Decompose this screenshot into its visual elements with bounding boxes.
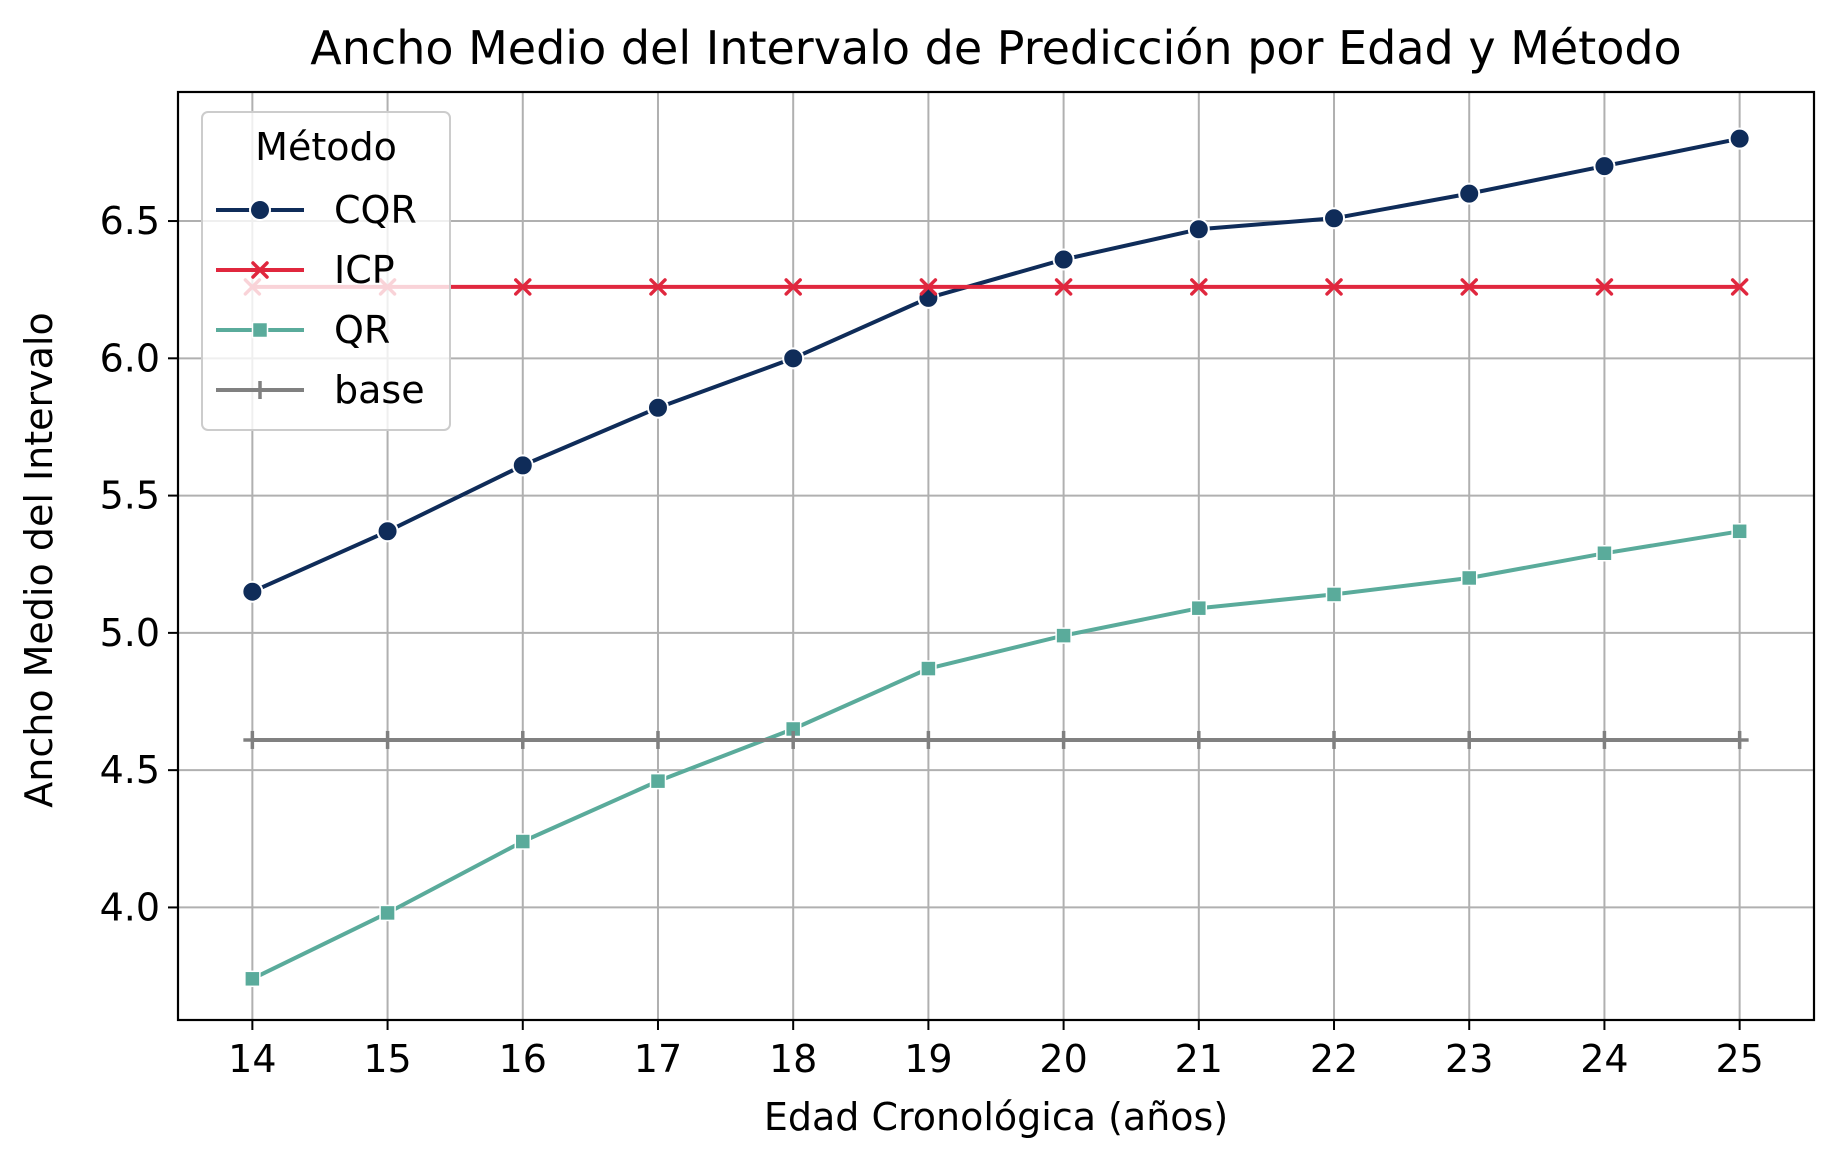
x-tick-label: 17 xyxy=(634,1037,682,1081)
legend: Método CQR ICP QR base xyxy=(201,111,451,431)
data-point-icp xyxy=(1730,278,1749,296)
data-point-qr xyxy=(1460,569,1478,587)
y-tick-label: 6.0 xyxy=(100,336,160,380)
legend-marker-icp xyxy=(251,261,269,279)
legend-label-qr: QR xyxy=(334,308,390,352)
x-tick-label: 18 xyxy=(769,1037,817,1081)
legend-entry-cqr: CQR xyxy=(216,188,417,232)
data-point-cqr xyxy=(1458,182,1481,205)
x-tick-label: 21 xyxy=(1175,1037,1223,1081)
legend-entry-qr: QR xyxy=(216,308,390,352)
data-point-cqr xyxy=(1593,155,1616,178)
legend-label-cqr: CQR xyxy=(334,188,417,232)
x-tick-label: 23 xyxy=(1445,1037,1493,1081)
x-axis-label: Edad Cronológica (años) xyxy=(764,1095,1228,1139)
data-point-cqr xyxy=(1187,218,1210,241)
y-tick-label: 6.5 xyxy=(100,199,160,243)
data-point-base xyxy=(648,730,667,749)
legend-marker-base xyxy=(251,381,269,399)
data-point-qr xyxy=(514,833,532,850)
data-point-icp xyxy=(784,278,802,296)
legend-label-icp: ICP xyxy=(334,248,395,292)
legend-entry-base: base xyxy=(216,368,425,412)
data-point-icp xyxy=(1190,278,1208,296)
plot-frame xyxy=(176,90,1816,1022)
axis-ticks: 14 15 16 17 18 19 20 21 22 23 24 25 4.0 4.5 5.0 5.5 6.0 6… xyxy=(100,199,1764,1081)
data-point-cqr xyxy=(646,396,669,419)
data-point-cqr xyxy=(376,520,399,543)
data-point-qr xyxy=(1731,523,1748,540)
data-point-base xyxy=(919,730,938,749)
x-tick-label: 16 xyxy=(499,1037,547,1081)
x-tick-label: 19 xyxy=(904,1037,952,1081)
data-point-base xyxy=(513,730,532,749)
series-line-cqr xyxy=(251,136,1740,594)
y-tick-label: 5.0 xyxy=(100,611,160,655)
data-point-icp xyxy=(1054,278,1073,296)
data-point-qr xyxy=(920,660,937,677)
data-point-qr xyxy=(379,904,396,922)
data-point-qr xyxy=(649,772,667,790)
data-point-base xyxy=(1325,730,1344,749)
grid xyxy=(178,92,1814,1020)
legend-marker-qr xyxy=(251,321,269,339)
data-point-cqr xyxy=(1052,248,1075,271)
legend-entry-icp: ICP xyxy=(216,248,395,292)
series-qr xyxy=(244,523,1748,988)
data-point-qr xyxy=(244,970,261,988)
data-point-icp xyxy=(1325,278,1343,296)
data-point-icp xyxy=(1595,278,1614,296)
data-point-cqr xyxy=(511,454,534,477)
x-tick-label: 15 xyxy=(363,1037,411,1081)
y-tick-label: 4.5 xyxy=(100,748,160,792)
legend-label-base: base xyxy=(334,368,425,412)
data-point-base xyxy=(1054,730,1073,749)
y-tick-label: 4.0 xyxy=(100,885,160,929)
data-point-qr xyxy=(1190,599,1208,617)
x-tick-label: 25 xyxy=(1715,1037,1763,1081)
data-point-cqr xyxy=(1728,127,1751,150)
data-point-base xyxy=(1460,730,1479,749)
data-point-icp xyxy=(649,278,667,296)
data-point-base xyxy=(1189,730,1208,749)
plot-area xyxy=(241,127,1751,988)
data-point-qr xyxy=(1596,545,1613,562)
data-point-base xyxy=(784,730,803,749)
x-tick-label: 14 xyxy=(228,1037,276,1081)
series-cqr xyxy=(241,127,1751,603)
data-point-icp xyxy=(514,278,532,296)
data-point-base xyxy=(1595,730,1614,749)
legend-title: Método xyxy=(255,125,397,169)
data-point-cqr xyxy=(241,580,264,603)
data-point-cqr xyxy=(917,286,940,309)
x-tick-label: 22 xyxy=(1310,1037,1358,1081)
data-point-qr xyxy=(1055,627,1072,644)
data-point-base xyxy=(1730,730,1749,749)
x-tick-label: 24 xyxy=(1580,1037,1628,1081)
x-tick-label: 20 xyxy=(1039,1037,1087,1081)
series-icp xyxy=(243,278,1749,296)
data-point-cqr xyxy=(1323,207,1346,230)
data-point-icp xyxy=(919,278,938,296)
data-point-base xyxy=(378,730,397,749)
data-point-cqr xyxy=(782,347,805,370)
y-axis-label: Ancho Medio del Intervalo xyxy=(17,312,61,807)
legend-marker-cqr xyxy=(249,199,271,221)
series-line-qr xyxy=(251,529,1740,981)
data-point-qr xyxy=(1325,586,1343,603)
data-point-base xyxy=(243,730,262,749)
legend-box xyxy=(201,111,451,431)
chart-title: Ancho Medio del Intervalo de Predicción … xyxy=(310,21,1681,75)
data-point-icp xyxy=(1460,278,1478,296)
y-tick-label: 5.5 xyxy=(100,474,160,518)
series-base xyxy=(243,730,1749,749)
